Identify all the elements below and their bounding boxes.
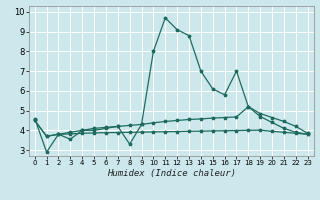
X-axis label: Humidex (Indice chaleur): Humidex (Indice chaleur) xyxy=(107,169,236,178)
